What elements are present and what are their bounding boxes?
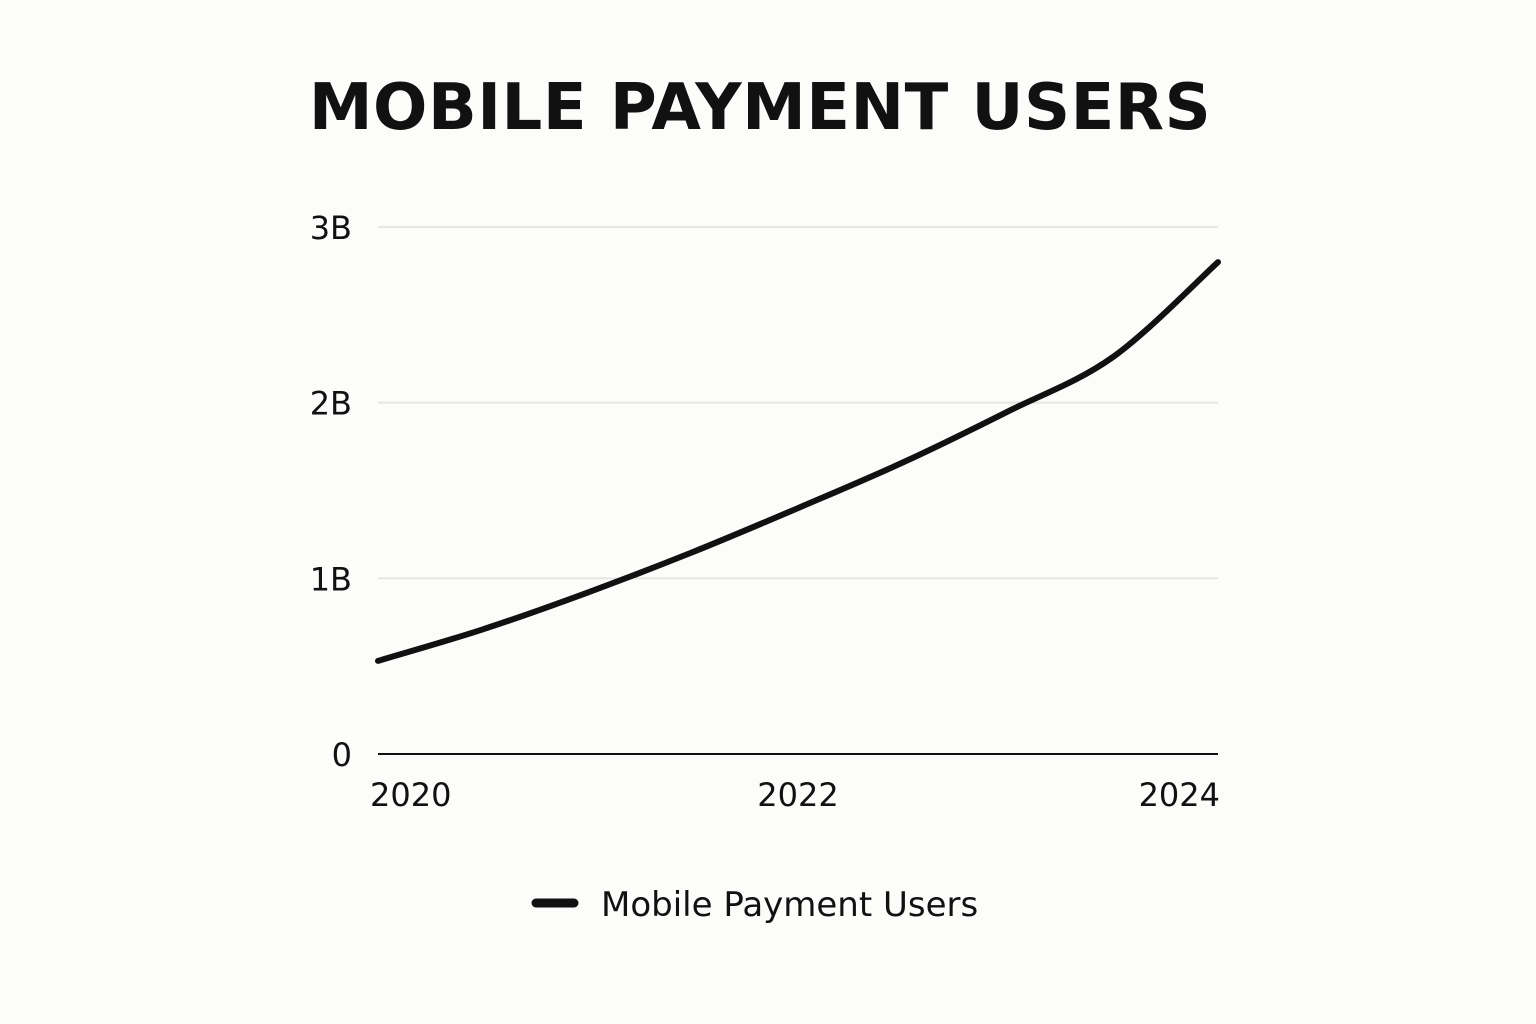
y-tick-label-3: 3B	[310, 209, 352, 247]
chart-title: MOBILE PAYMENT USERS	[308, 71, 1212, 145]
grid-lines	[378, 226, 1218, 580]
legend-label-0: Mobile Payment Users	[601, 885, 978, 925]
y-tick-label-1: 1B	[310, 560, 352, 598]
x-axis-ticks: 2020 2022 2024	[370, 776, 1220, 814]
series-lines	[375, 259, 1221, 664]
series-line-0	[375, 259, 1221, 664]
x-tick-label-0: 2020	[370, 776, 451, 814]
x-tick-label-2: 2024	[1139, 776, 1220, 814]
x-tick-label-1: 2022	[757, 776, 838, 814]
legend: Mobile Payment Users	[531, 885, 978, 925]
y-axis-ticks: 0 1B 2B 3B	[310, 209, 352, 774]
y-tick-label-2: 2B	[310, 385, 352, 423]
y-tick-label-0: 0	[332, 736, 352, 774]
